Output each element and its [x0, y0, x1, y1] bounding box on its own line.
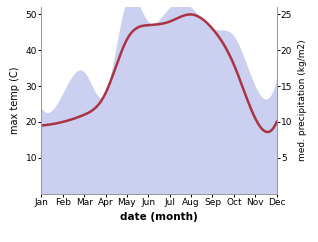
X-axis label: date (month): date (month) [120, 212, 198, 222]
Y-axis label: med. precipitation (kg/m2): med. precipitation (kg/m2) [298, 40, 307, 161]
Y-axis label: max temp (C): max temp (C) [10, 67, 20, 134]
